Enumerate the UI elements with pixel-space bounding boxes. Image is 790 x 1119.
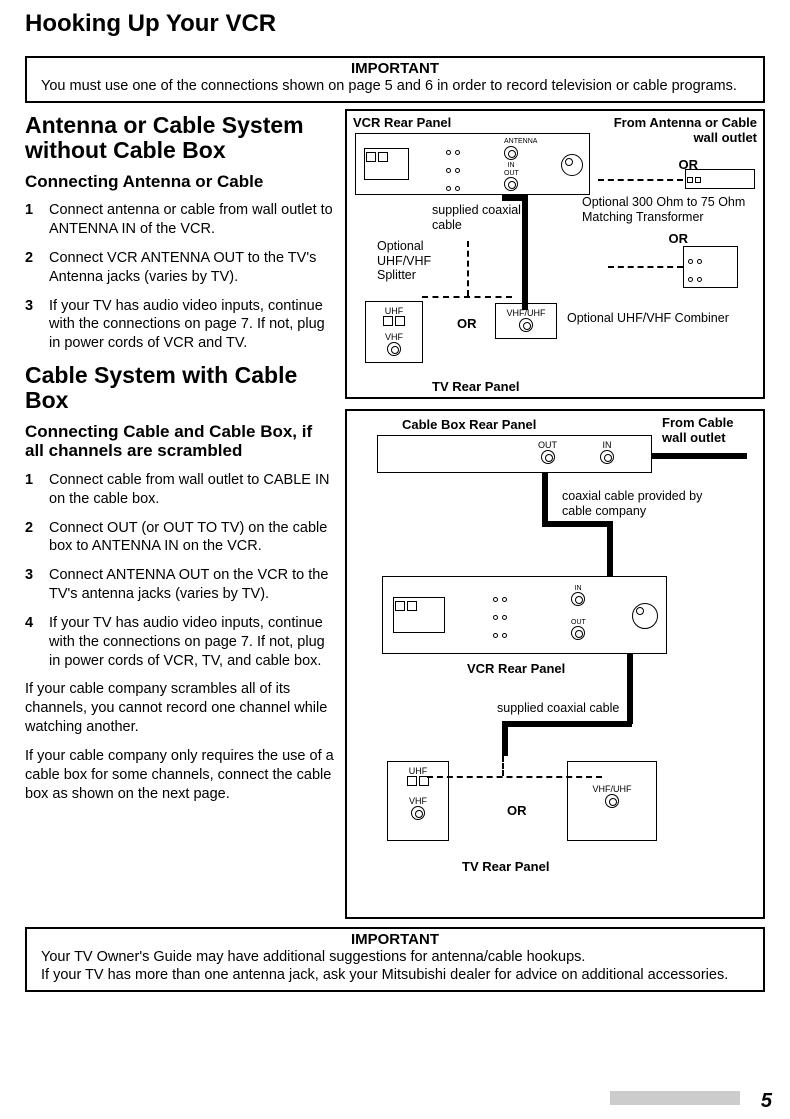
section2-para1: If your cable company scrambles all of i…	[25, 680, 335, 737]
important-body-2: Your TV Owner's Guide may have additiona…	[27, 948, 763, 990]
tv-vhfuhf-box-2: VHF/UHF	[567, 761, 657, 841]
page-title: Hooking Up Your VCR	[25, 10, 765, 38]
step-text: Connect VCR ANTENNA OUT to the TV's Ante…	[49, 249, 335, 287]
out-label-3: OUT	[571, 619, 586, 626]
vcr-panel-label: VCR Rear Panel	[353, 115, 451, 130]
tv-panel-label-2: TV Rear Panel	[462, 859, 549, 874]
important-line1: Your TV Owner's Guide may have additiona…	[41, 949, 585, 965]
important-header: IMPORTANT	[27, 58, 763, 77]
or-label-3: OR	[457, 316, 477, 331]
from-antenna-label: From Antenna or Cable wall outlet	[607, 115, 757, 145]
main-content: Antenna or Cable System without Cable Bo…	[25, 109, 765, 919]
page-footer-bar	[610, 1091, 740, 1105]
section2-heading: Cable System with Cable Box	[25, 363, 335, 414]
page-number: 5	[761, 1090, 772, 1113]
section2-para2: If your cable company only requires the …	[25, 747, 335, 804]
step-text: Connect cable from wall outlet to CABLE …	[49, 471, 335, 509]
vcr-panel-2: IN OUT	[382, 576, 667, 654]
list-item: 1Connect antenna or cable from wall outl…	[25, 201, 335, 239]
step-text: Connect OUT (or OUT TO TV) on the cable …	[49, 519, 335, 557]
step-text: If your TV has audio video inputs, conti…	[49, 297, 335, 354]
right-column: VCR Rear Panel From Antenna or Cable wal…	[345, 109, 765, 919]
section2-steps: 1Connect cable from wall outlet to CABLE…	[25, 471, 335, 671]
list-item: 3If your TV has audio video inputs, cont…	[25, 297, 335, 354]
section1-sub: Connecting Antenna or Cable	[25, 172, 335, 192]
list-item: 4If your TV has audio video inputs, cont…	[25, 614, 335, 671]
important-body: You must use one of the connections show…	[27, 77, 763, 101]
list-item: 1Connect cable from wall outlet to CABLE…	[25, 471, 335, 509]
tv-uhf-vhf-box-2: UHF VHF	[387, 761, 449, 841]
step-text: Connect ANTENNA OUT on the VCR to the TV…	[49, 566, 335, 604]
left-column: Antenna or Cable System without Cable Bo…	[25, 109, 335, 919]
supplied-coax-label-2: supplied coaxial cable	[497, 701, 619, 715]
or-label-2: OR	[669, 231, 689, 246]
or-label-4: OR	[507, 803, 527, 818]
vhf-label-2: VHF	[394, 796, 442, 806]
section2-sub: Connecting Cable and Cable Box, if all c…	[25, 422, 335, 461]
section1-heading: Antenna or Cable System without Cable Bo…	[25, 113, 335, 164]
vcr-panel-label-2: VCR Rear Panel	[467, 661, 565, 676]
combiner-icon	[683, 246, 738, 288]
important-line2: If your TV has more than one antenna jac…	[41, 967, 728, 983]
out-label-2: OUT	[538, 440, 557, 450]
cablebox-panel: OUT IN	[377, 435, 652, 473]
step-text: Connect antenna or cable from wall outle…	[49, 201, 335, 239]
transformer-icon	[685, 169, 755, 189]
vhf-label: VHF	[372, 332, 416, 342]
tv-panel-label: TV Rear Panel	[432, 379, 519, 394]
diagram-antenna: VCR Rear Panel From Antenna or Cable wal…	[345, 109, 765, 399]
important-box-top: IMPORTANT You must use one of the connec…	[25, 56, 765, 103]
splitter-label: Optional UHF/VHF Splitter	[377, 239, 457, 282]
vcr-panel: ANTENNA IN OUT	[355, 133, 590, 195]
step-text: If your TV has audio video inputs, conti…	[49, 614, 335, 671]
important-header-2: IMPORTANT	[27, 929, 763, 948]
list-item: 2Connect VCR ANTENNA OUT to the TV's Ant…	[25, 249, 335, 287]
section1-steps: 1Connect antenna or cable from wall outl…	[25, 201, 335, 353]
vhfuhf-label: VHF/UHF	[502, 308, 550, 318]
in-label: IN	[504, 162, 518, 169]
combiner-label: Optional UHF/VHF Combiner	[567, 311, 757, 325]
coax-provided-label: coaxial cable provided by cable company	[562, 489, 722, 518]
list-item: 2Connect OUT (or OUT TO TV) on the cable…	[25, 519, 335, 557]
in-label-3: IN	[571, 585, 585, 592]
cablebox-label: Cable Box Rear Panel	[402, 417, 536, 432]
vhfuhf-label-2: VHF/UHF	[574, 784, 650, 794]
antenna-text: ANTENNA	[504, 138, 537, 145]
uhf-label: UHF	[372, 306, 416, 316]
out-label: OUT	[504, 170, 519, 177]
tv-uhf-vhf-box: UHF VHF	[365, 301, 423, 363]
important-box-bottom: IMPORTANT Your TV Owner's Guide may have…	[25, 927, 765, 992]
uhf-label-2: UHF	[394, 766, 442, 776]
in-label-2: IN	[600, 440, 614, 450]
diagram-cablebox: Cable Box Rear Panel From Cable wall out…	[345, 409, 765, 919]
tv-vhfuhf-box: VHF/UHF	[495, 303, 557, 339]
supplied-coax-label: supplied coaxial cable	[432, 203, 532, 232]
from-cable-label: From Cable wall outlet	[662, 415, 757, 445]
transformer-label: Optional 300 Ohm to 75 Ohm Matching Tran…	[582, 195, 757, 224]
list-item: 3Connect ANTENNA OUT on the VCR to the T…	[25, 566, 335, 604]
